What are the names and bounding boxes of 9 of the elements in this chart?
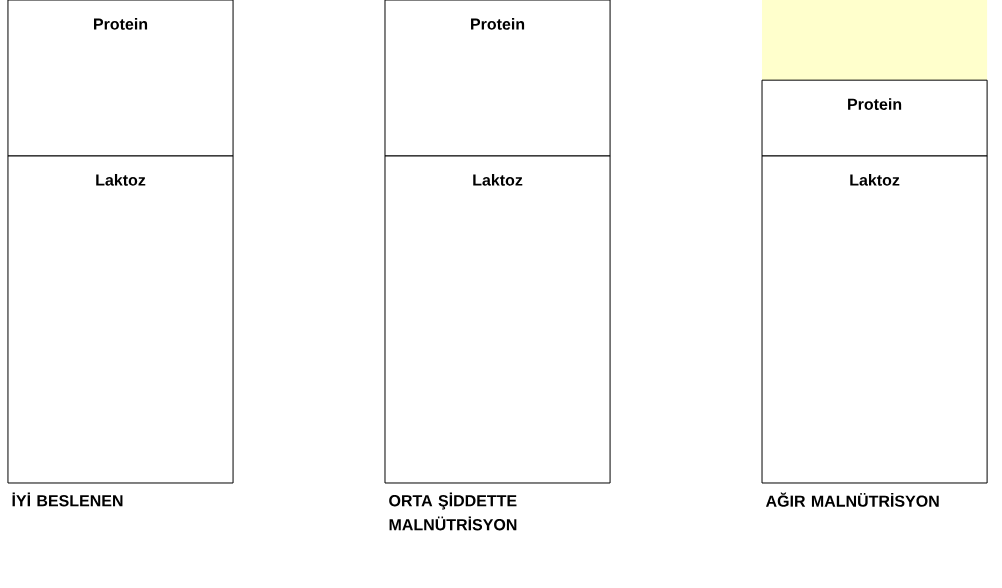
series-label: Laktoz (96, 174, 146, 186)
text: Protein (471, 18, 525, 30)
series-label: Protein (848, 98, 902, 110)
text: Laktoz (473, 174, 523, 186)
x-tick-label: İYİ BESLENEN (12, 492, 123, 507)
text: Protein (94, 18, 148, 30)
x-tick-label: ORTA ŞİDDETTE MALNÜTRİSYON (389, 492, 517, 531)
x-tick-label: AĞIR MALNÜTRİSYON (765, 492, 939, 507)
text: Laktoz (850, 174, 900, 186)
